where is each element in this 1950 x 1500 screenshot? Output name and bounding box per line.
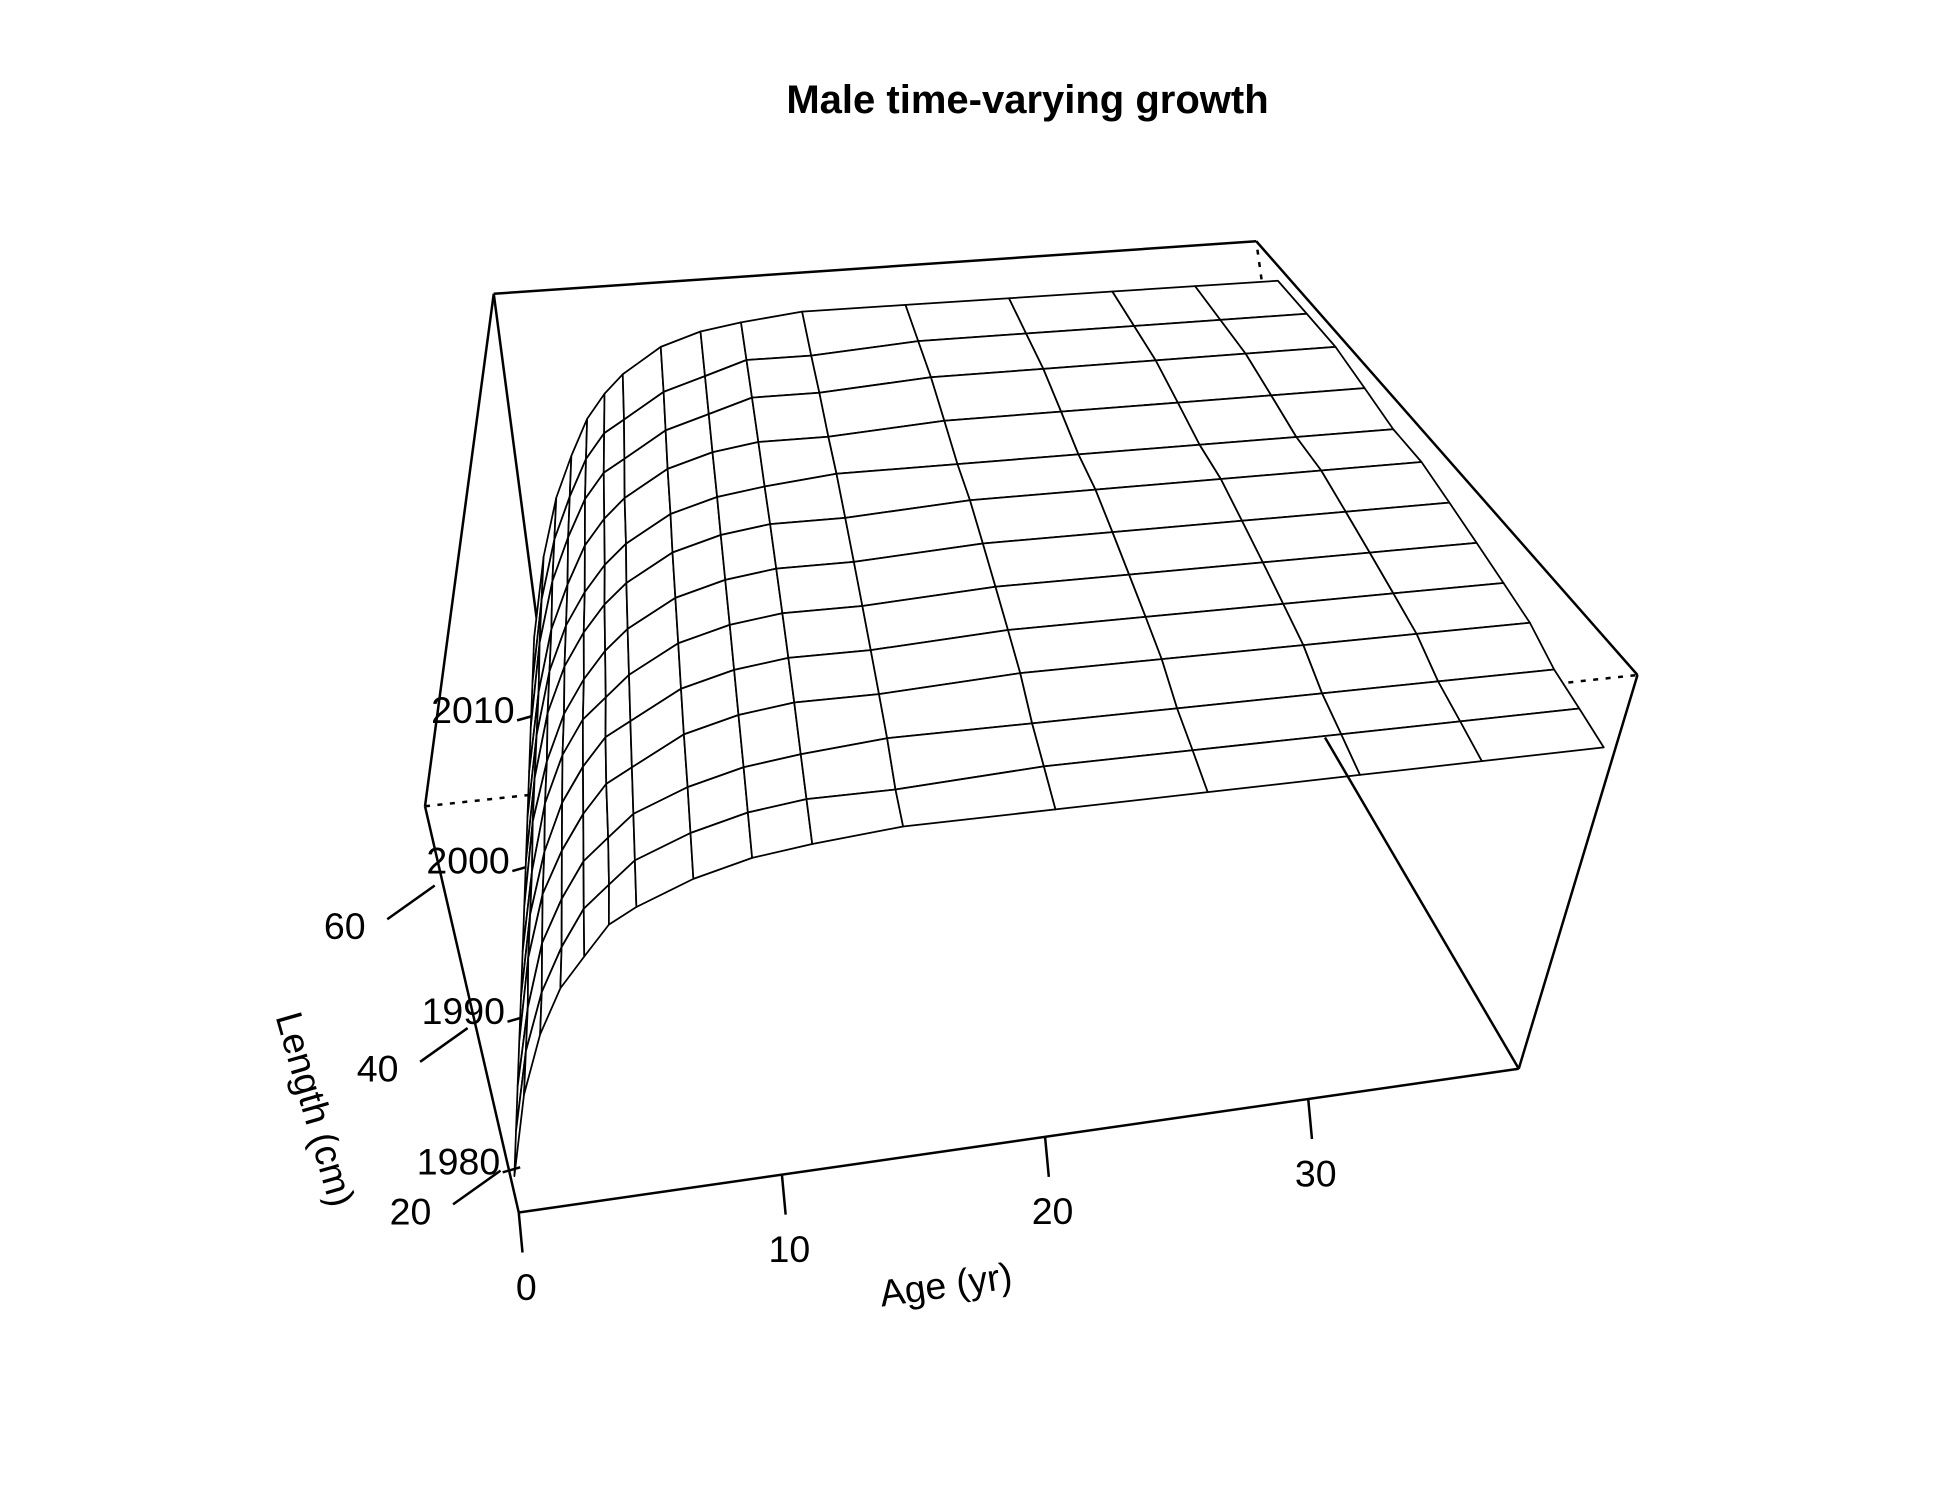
y-tick-label: 2000 <box>426 839 509 881</box>
box-edge <box>493 240 1257 295</box>
surface-cell <box>775 561 864 615</box>
z-tick <box>452 1169 502 1206</box>
x-tick <box>517 1212 524 1253</box>
z-axis-label: Length (cm) <box>268 1007 364 1211</box>
box-edge <box>492 293 539 626</box>
z-tick <box>419 1027 469 1063</box>
box-edge <box>423 293 495 807</box>
x-tick-label: 30 <box>1295 1152 1337 1194</box>
y-tick-label: 1990 <box>422 990 505 1032</box>
y-tick <box>502 1166 521 1174</box>
surface-cell <box>781 605 872 659</box>
x-tick-label: 10 <box>769 1228 811 1270</box>
z-tick <box>386 884 436 921</box>
box-edge <box>518 1067 1519 1214</box>
chart-title: Male time-varying growth <box>786 78 1268 122</box>
z-tick-label: 20 <box>390 1190 432 1232</box>
box-edge <box>1255 240 1639 676</box>
z-tick-label: 60 <box>324 905 366 947</box>
x-axis-label: Age (yr) <box>877 1254 1015 1314</box>
x-tick <box>1306 1098 1314 1140</box>
x-tick-label: 0 <box>516 1266 537 1308</box>
surface-cell <box>751 391 830 443</box>
x-tick <box>1043 1136 1051 1177</box>
surface-cell <box>805 788 904 845</box>
z-tick-label: 40 <box>357 1048 399 1090</box>
box-edge <box>1517 674 1639 1070</box>
surface-cell <box>740 310 813 361</box>
y-tick-label: 2010 <box>431 689 514 731</box>
box-edge <box>1323 736 1520 1070</box>
surface-cell <box>745 354 821 399</box>
x-tick <box>780 1174 787 1215</box>
surface-cell <box>769 516 855 570</box>
box-edge <box>423 805 520 1213</box>
x-tick-label: 20 <box>1032 1190 1074 1232</box>
y-tick-label: 1980 <box>417 1141 500 1183</box>
surface-cell <box>1459 707 1605 763</box>
